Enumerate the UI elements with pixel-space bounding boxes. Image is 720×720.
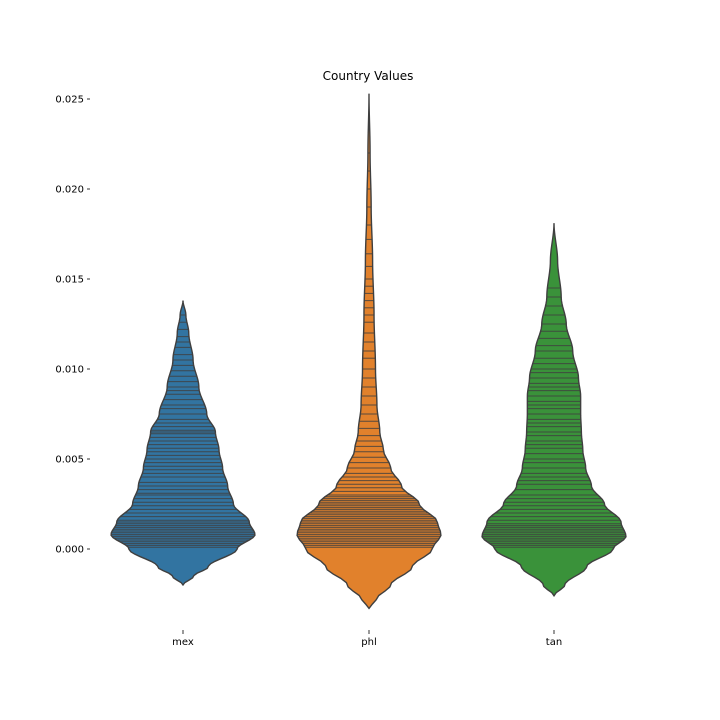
y-tick-label: 0.010 xyxy=(55,365,84,376)
chart-title: Country Values xyxy=(323,69,414,83)
x-tick-label: mex xyxy=(172,637,194,648)
y-tick-label: 0.000 xyxy=(55,545,84,556)
x-axis: mex phl tan xyxy=(172,630,562,648)
y-tick-label: 0.020 xyxy=(55,185,84,196)
y-tick-label: 0.005 xyxy=(55,455,84,466)
violin-outline xyxy=(110,300,256,587)
y-tick-label: 0.015 xyxy=(55,275,84,286)
y-tick-label: 0.025 xyxy=(55,95,84,106)
x-tick-label: phl xyxy=(361,637,376,648)
violin-tan xyxy=(481,223,627,598)
y-axis: 0.000 0.005 0.010 0.015 0.020 0.025 xyxy=(55,95,90,556)
violin-plot-area xyxy=(110,93,627,610)
violin-body xyxy=(111,300,255,585)
violin-phl xyxy=(296,93,442,610)
violin-outline xyxy=(296,93,442,610)
violin-outline xyxy=(481,223,627,598)
violin-mex xyxy=(110,300,256,587)
x-tick-label: tan xyxy=(546,637,562,648)
